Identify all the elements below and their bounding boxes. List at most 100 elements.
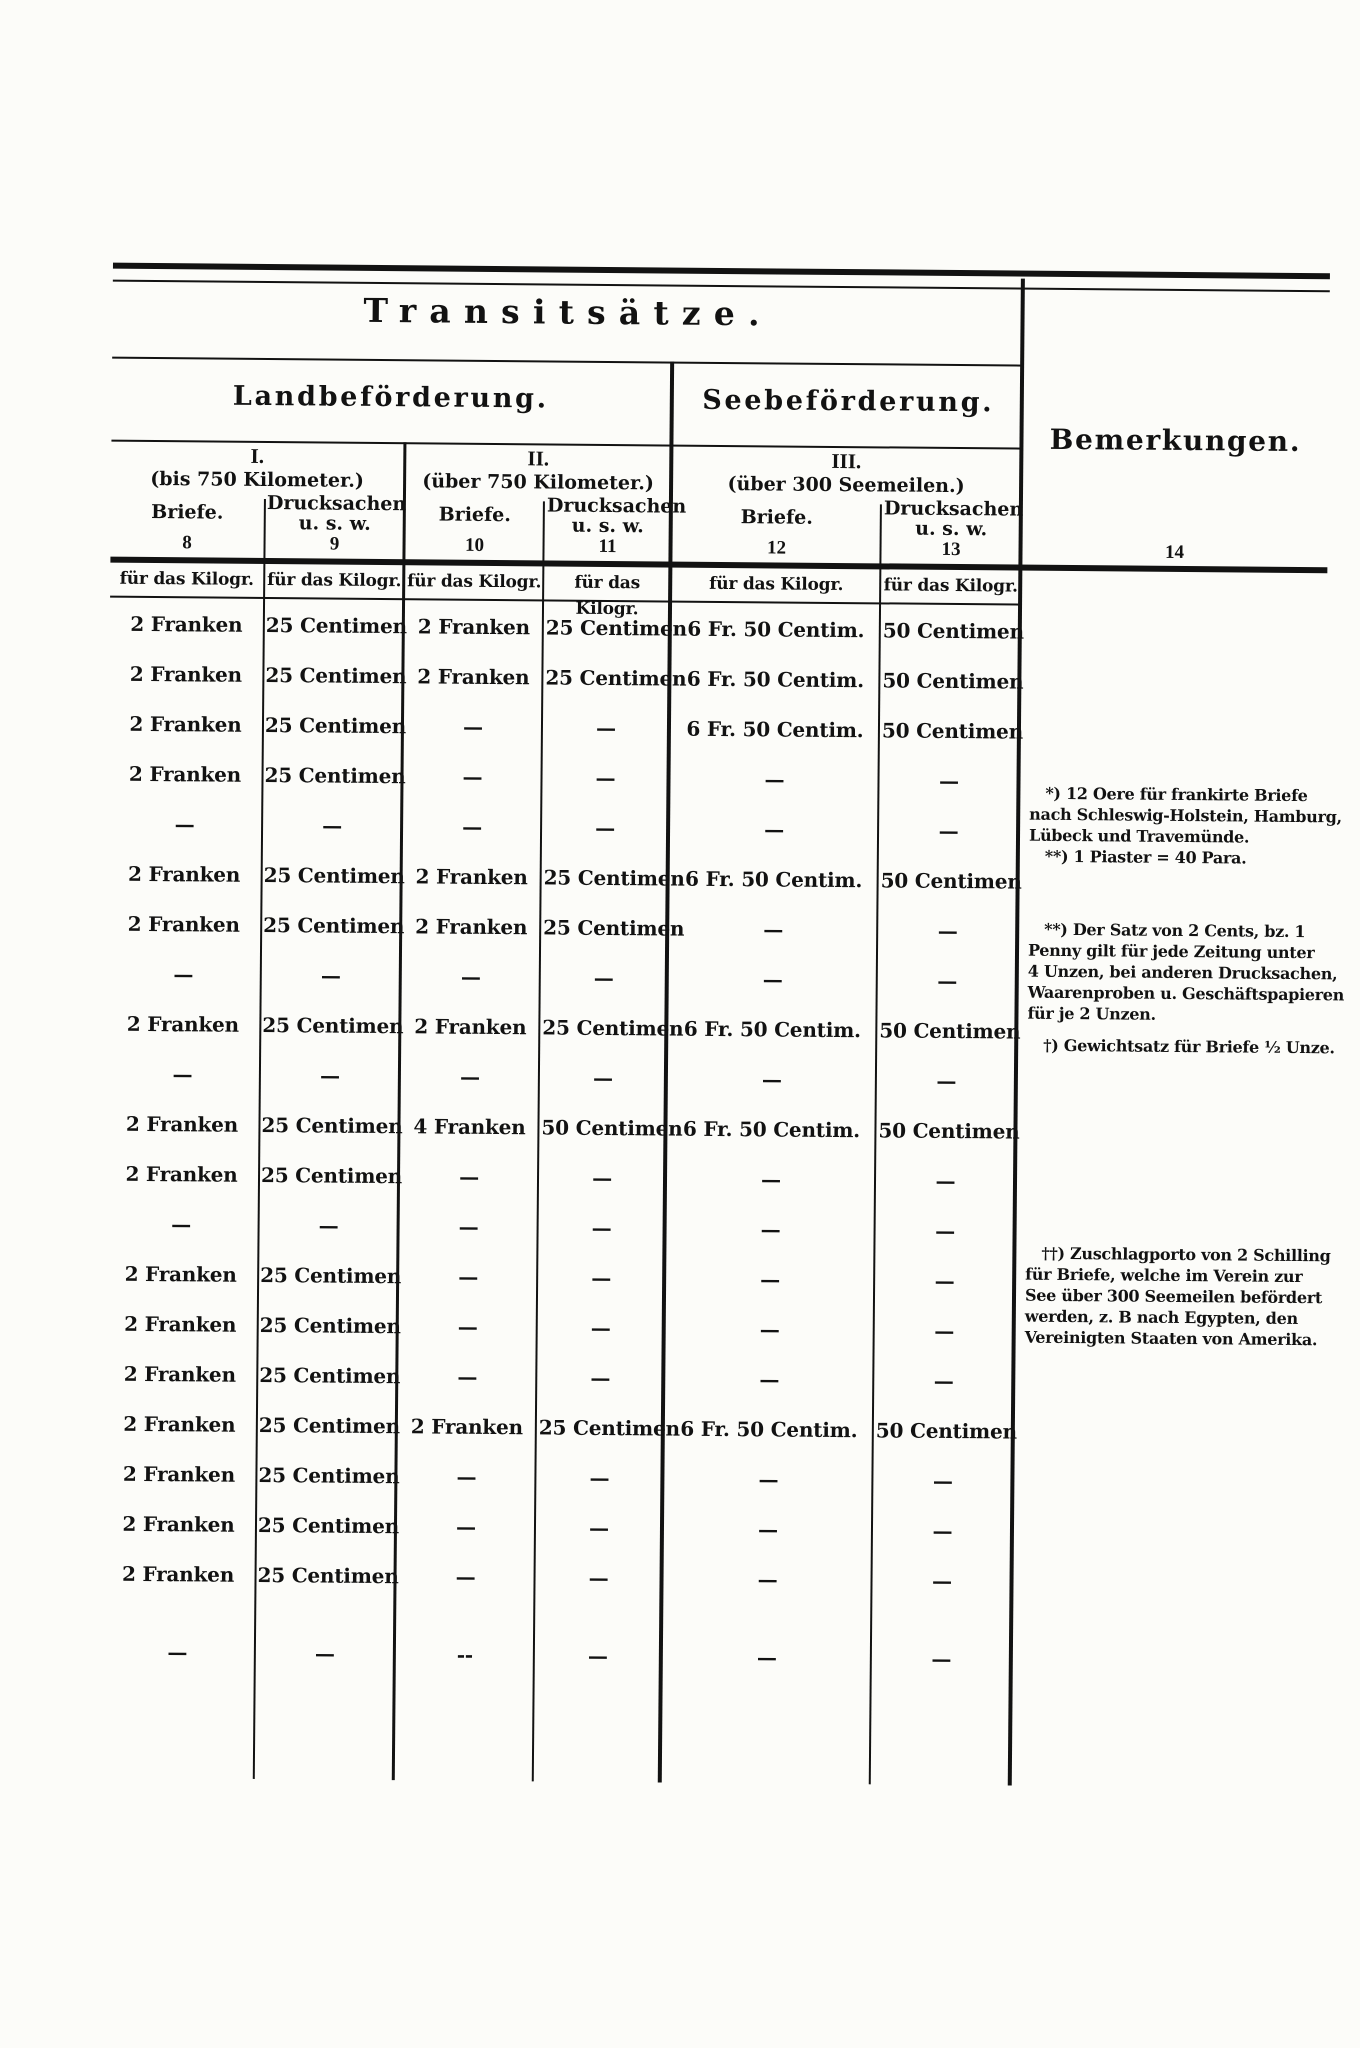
remark-line: Lübeck und Travemünde. <box>1028 825 1250 847</box>
rate-cell: — <box>174 812 195 837</box>
section-header-3: III. (über 300 Seemeilen.) <box>673 448 1019 499</box>
rate-cell: — <box>758 1467 779 1492</box>
rate-cell: 25 Centimen <box>260 1162 403 1189</box>
rate-cell: — <box>592 1165 613 1191</box>
remark-line: See über 300 Seemeilen befördert <box>1024 1285 1323 1308</box>
rate-cell: 2 Franken <box>415 864 528 890</box>
remark-line: Waarenproben u. Geschäftspapieren <box>1027 982 1345 1005</box>
rate-cell: — <box>763 917 784 942</box>
rate-cell: 25 Centimen <box>258 1462 400 1489</box>
remarks-header: Bemerkungen. <box>1049 422 1302 459</box>
group-header-sea: Seebeförderung. <box>702 384 995 419</box>
rate-cell: — <box>934 1268 955 1294</box>
table-row: 2 Franken 25 Centimen 2 Franken 25 Centimen… <box>107 899 1018 957</box>
table-row: — — — — — — <box>106 1049 1017 1107</box>
rate-cell: — <box>172 1062 193 1087</box>
rate-cell: — <box>456 1464 477 1489</box>
section-header-2: II. (über 750 Kilometer.) <box>407 445 669 495</box>
rate-cell: — <box>455 1564 476 1589</box>
remark-note: ††) Zuschlagporto von 2 Schilling für Bri… <box>1024 1243 1331 1351</box>
column-label-2: u. s. w. <box>915 517 988 541</box>
table-row: 2 Franken 25 Centimen — — — — <box>104 1299 1015 1357</box>
rate-cell: — <box>457 1364 478 1389</box>
unit-label: für das Kilogr. <box>119 568 254 590</box>
rate-cell: 25 Centimen <box>545 615 687 641</box>
unit-label: für das Kilogr. <box>574 572 641 620</box>
unit-label: für das Kilogr. <box>709 573 844 596</box>
rate-cell: — <box>459 1164 480 1189</box>
rate-cell: — <box>587 1643 608 1669</box>
column-number-13: 13 <box>941 538 961 561</box>
rate-cell: — <box>457 1314 478 1339</box>
unit-label: für das Kilogr. <box>267 570 402 592</box>
remark-line: **) 1 Piaster = 40 Para. <box>1044 846 1247 868</box>
rate-cell: 50 Centimen <box>875 1418 1017 1444</box>
rate-cell: 25 Centimen <box>264 712 407 739</box>
rate-cell: 6 Fr. 50 Centim. <box>682 1116 861 1143</box>
rate-cell: — <box>173 962 194 987</box>
rate-cell: — <box>595 715 616 741</box>
rate-cell: 25 Centimen <box>261 1112 403 1139</box>
table-row: 2 Franken 25 Centimen 2 Franken 25 Centimen… <box>106 999 1021 1057</box>
rate-cell: — <box>593 965 614 991</box>
rate-cell: — <box>314 1641 335 1666</box>
rate-cell: 25 Centimen <box>538 1415 680 1441</box>
rate-cell: — <box>589 1465 610 1491</box>
column-number-9: 9 <box>329 533 340 555</box>
rate-cell: 2 Franken <box>122 1461 236 1487</box>
rate-cell: 25 Centimen <box>543 915 685 941</box>
remark-note: **) Der Satz von 2 Cents, bz. 1 Penny gil… <box>1027 919 1345 1027</box>
table-row: 2 Franken 25 Centimen 4 Franken 50 Centimen… <box>105 1099 1020 1157</box>
rate-cell: 2 Franken <box>124 1311 237 1337</box>
remark-line: nach Schleswig-Holstein, Hamburg, <box>1029 804 1342 827</box>
rate-cell: — <box>759 1317 780 1342</box>
table-row: — — — — — — <box>107 949 1018 1007</box>
rate-cell: — <box>167 1640 188 1665</box>
rate-cell: 6 Fr. 50 Centim. <box>683 1016 861 1043</box>
remark-line: werden, z. B nach Egypten, den <box>1024 1306 1298 1329</box>
rate-cell: — <box>459 1064 480 1089</box>
rate-cell: 2 Franken <box>125 1111 239 1137</box>
rate-cell: — <box>588 1515 609 1541</box>
rate-cell: — <box>764 817 785 842</box>
table-row: 2 Franken 25 Centimen — — — — <box>102 1449 1013 1507</box>
remark-note: †) Gewichtsatz für Briefe ½ Unze. <box>1027 1035 1335 1059</box>
rate-cell: 2 Franken <box>121 1561 235 1587</box>
rate-cell: 25 Centimen <box>542 1015 684 1041</box>
table-row: — — — — — — <box>108 799 1019 857</box>
rate-cell: — <box>595 765 616 791</box>
column-header-briefe-8: Briefe. <box>111 489 264 536</box>
rate-cell: 50 Centimen <box>879 1018 1021 1044</box>
column-label: Drucksachen <box>546 494 687 518</box>
rate-cell: — <box>590 1365 611 1391</box>
rate-cell: 2 Franken <box>126 1011 240 1037</box>
rate-cell: — <box>937 968 958 994</box>
rate-cell: 6 Fr. 50 Centim. <box>687 616 865 643</box>
column-header-drucksachen-11: Drucksachen u. s. w. <box>546 492 687 539</box>
rate-cell: — <box>590 1315 611 1341</box>
rate-cell: 50 Centimen <box>541 1115 683 1141</box>
rate-cell: — <box>455 1514 476 1539</box>
rate-rows: 2 Franken 25 Centimen 2 Franken 25 Centimen… <box>101 599 1024 1685</box>
rate-cell: — <box>319 1063 340 1088</box>
column-label: Briefe. <box>438 503 512 527</box>
rate-cell: — <box>931 1646 952 1672</box>
rate-cell: 50 Centimen <box>882 668 1024 694</box>
rate-cell: 50 Centimen <box>878 1118 1020 1144</box>
rate-cell: 25 Centimen <box>262 1012 404 1039</box>
remark-note: *) 12 Oere für frankirte Briefe nach Schl… <box>1028 783 1342 870</box>
unit-label: für das Kilogr. <box>407 571 542 593</box>
column-label-2: u. s. w. <box>298 512 371 535</box>
rate-cell: 25 Centimen <box>257 1512 400 1539</box>
rate-cell: — <box>761 1167 782 1192</box>
table-row: 2 Franken 25 Centimen 2 Franken 25 Centimen… <box>103 1399 1017 1457</box>
table-row: 2 Franken 25 Centimen — — — — <box>103 1349 1014 1407</box>
rate-cell: 4 Franken <box>413 1114 526 1140</box>
rate-cell: — <box>171 1212 192 1237</box>
rate-cell: — <box>458 1264 479 1289</box>
table-row: 2 Franken 25 Centimen — — — — <box>104 1249 1015 1307</box>
rate-cell: 6 Fr. 50 Centim. <box>686 666 865 693</box>
rate-cell: — <box>936 1068 957 1094</box>
rate-cell: — <box>934 1318 955 1344</box>
rate-cell: 2 Franken <box>127 911 240 937</box>
